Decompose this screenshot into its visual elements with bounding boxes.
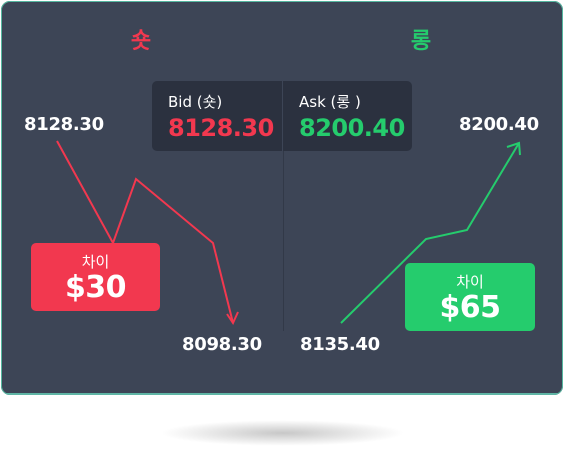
card-shadow — [160, 420, 405, 446]
ask-label: Ask (롱 ) — [299, 93, 361, 111]
long-heading: 롱 — [410, 29, 432, 54]
short-price-line — [56, 140, 234, 324]
short-arrow-head — [226, 311, 239, 326]
long-price-line — [340, 142, 520, 324]
ask-value: 8200.40 — [299, 114, 405, 142]
ask-quote: Ask (롱 ) 8200.40 — [283, 81, 413, 151]
short-difference-value: $30 — [64, 270, 127, 305]
short-end-price: 8098.30 — [182, 334, 262, 355]
short-heading: 숏 — [130, 29, 152, 54]
long-difference-value: $65 — [439, 290, 501, 325]
long-start-price: 8135.40 — [300, 334, 380, 355]
short-difference-badge: 차이 $30 — [31, 243, 160, 311]
short-start-price: 8128.30 — [24, 114, 104, 135]
long-difference-badge: 차이 $65 — [405, 263, 535, 331]
bid-label: Bid (숏) — [168, 93, 223, 111]
short-difference-label: 차이 — [81, 253, 110, 271]
center-divider — [283, 81, 284, 331]
bid-quote: Bid (숏) 8128.30 — [152, 81, 282, 151]
long-difference-label: 차이 — [456, 273, 484, 291]
price-movement-chart — [56, 140, 521, 326]
trade-card: 숏 롱 Bid (숏) 8128.30 Ask (롱 ) 8200.40 812… — [1, 1, 563, 395]
quote-panel: Bid (숏) 8128.30 Ask (롱 ) 8200.40 — [152, 81, 412, 151]
quote-separator — [282, 81, 283, 151]
long-arrow-head — [506, 141, 521, 156]
long-end-price: 8200.40 — [459, 114, 539, 135]
bid-value: 8128.30 — [168, 114, 274, 142]
